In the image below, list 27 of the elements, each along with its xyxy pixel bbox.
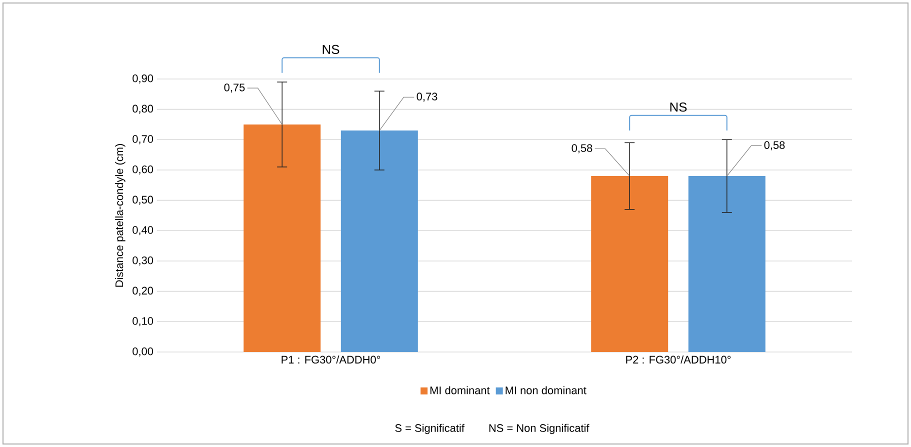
y-tick-label: 0,10 (132, 317, 154, 326)
y-tick-label: 0,80 (132, 104, 154, 114)
y-tick-label: 0,40 (132, 226, 154, 236)
y-tick-label: 0,20 (132, 286, 154, 296)
x-tick-label: P2 : FG30°/ADDH10° (626, 356, 731, 364)
bar (688, 176, 766, 352)
bar (591, 176, 668, 352)
text: S = Significatif (395, 424, 464, 434)
y-tick-label: 0,70 (132, 135, 154, 144)
text: NS = Non Significatif (489, 424, 590, 434)
data-label: 0,58 (572, 144, 592, 154)
legend-label: MI non dominant (506, 386, 586, 394)
bar (340, 130, 418, 352)
y-tick-label: 0,30 (132, 256, 154, 266)
text: NS (322, 44, 340, 54)
data-label: 0,73 (416, 92, 438, 102)
y-axis-title: Distance patella-condyle (cm) (115, 144, 126, 287)
data-label: 0,75 (224, 84, 245, 93)
x-tick-label: P1 : FG30°/ADDH0° (282, 356, 380, 364)
annotation: NS (670, 102, 687, 112)
y-tick-label: 0,00 (132, 347, 154, 357)
y-tick-label: 0,50 (132, 196, 154, 205)
bar (244, 124, 321, 352)
y-tick-label: 0,60 (132, 165, 154, 175)
data-label: 0,58 (764, 141, 785, 150)
legend-label: MI dominant (430, 386, 490, 394)
y-tick-label: 0,90 (132, 74, 154, 84)
